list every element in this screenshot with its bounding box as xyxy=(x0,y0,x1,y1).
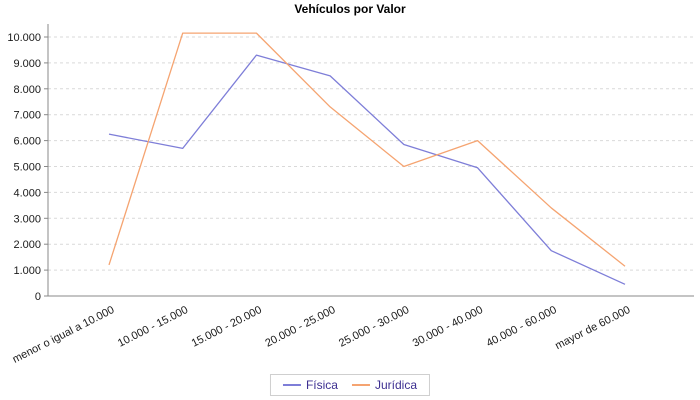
legend-item-fisica: Física xyxy=(282,378,338,392)
legend-label-juridica: Jurídica xyxy=(374,378,418,392)
legend: Física Jurídica xyxy=(269,374,431,396)
y-tick-label: 5.000 xyxy=(13,162,41,174)
y-tick-label: 1.000 xyxy=(13,265,41,277)
legend-item-juridica: Jurídica xyxy=(351,378,418,392)
x-category-label: 10.000 - 15.000 xyxy=(116,304,190,350)
x-category-label: mayor de 60.000 xyxy=(553,304,632,352)
y-tick-label: 0 xyxy=(35,291,41,303)
x-category-label: 40.000 - 60.000 xyxy=(485,304,559,350)
fisica-line-swatch xyxy=(282,384,301,386)
x-category-label: 15.000 - 20.000 xyxy=(190,304,264,350)
legend-label-fisica: Física xyxy=(305,378,338,392)
series-line-fisica xyxy=(108,54,626,285)
x-category-label: 25.000 - 30.000 xyxy=(337,304,411,350)
series-line-juridica xyxy=(108,32,626,267)
y-tick-label: 9.000 xyxy=(13,58,41,70)
y-tick-label: 2.000 xyxy=(13,239,41,251)
juridica-line-swatch xyxy=(351,384,370,386)
x-category-label: 30.000 - 40.000 xyxy=(411,304,485,350)
y-tick-label: 7.000 xyxy=(13,110,41,122)
x-category-label: menor o igual a 10.000 xyxy=(11,304,117,366)
line-chart-plot: 0 1.000 2.000 3.000 4.000 5.000 6.000 7.000 8.00… xyxy=(7,24,694,366)
y-tick-label: 4.000 xyxy=(13,187,41,199)
y-tick-label: 3.000 xyxy=(13,213,41,225)
y-tick-label: 10.000 xyxy=(7,32,41,44)
chart-title: Vehículos por Valor xyxy=(294,2,406,16)
y-tick-label: 6.000 xyxy=(13,136,41,148)
y-tick-label: 8.000 xyxy=(13,84,41,96)
x-category-label: 20.000 - 25.000 xyxy=(263,304,337,350)
